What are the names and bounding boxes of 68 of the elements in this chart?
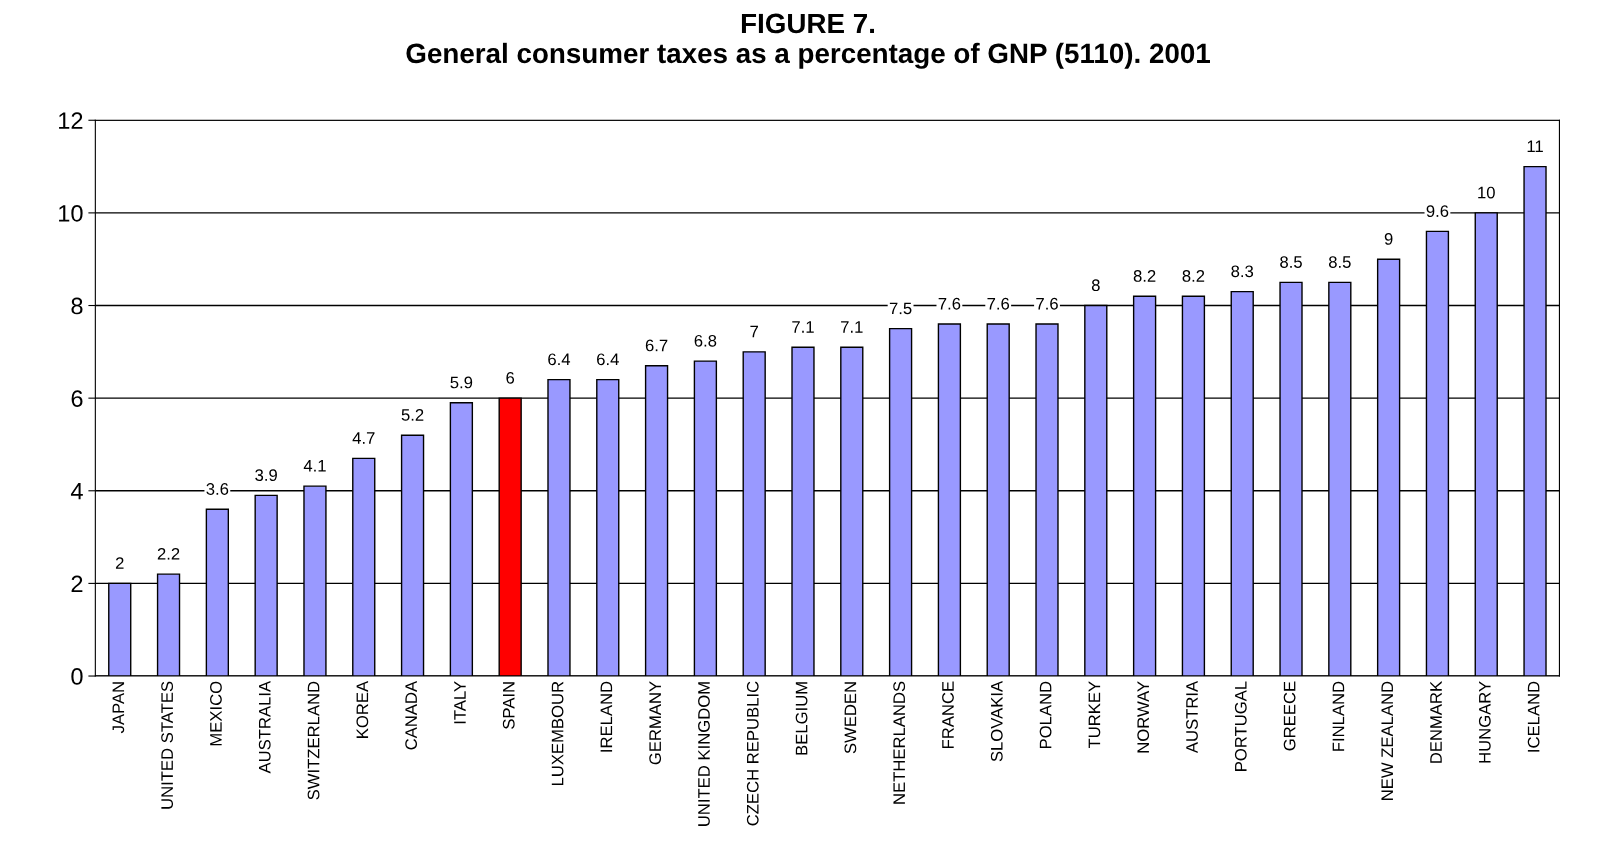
data-label: 10 xyxy=(1478,186,1495,199)
data-label: 7 xyxy=(750,325,758,338)
data-label: 3.9 xyxy=(255,469,277,481)
x-tick-label: SWEDEN xyxy=(844,682,857,754)
data-label: 9.6 xyxy=(1426,205,1449,218)
x-tick-label: ITALY xyxy=(454,681,466,724)
x-tick-label: SPAIN xyxy=(502,682,515,729)
x-tick-label: SWITZERLAND xyxy=(307,681,320,800)
data-label: 7.6 xyxy=(987,297,1010,310)
data-label: 6.8 xyxy=(694,334,717,347)
x-tick-label: HUNGARY xyxy=(1478,681,1491,763)
data-label: 4.7 xyxy=(352,432,375,444)
data-label: 6.7 xyxy=(645,339,668,352)
x-tick-label: CZECH REPUBLIC xyxy=(746,681,759,826)
data-label: 5.9 xyxy=(450,376,473,389)
data-label: 8.2 xyxy=(1182,270,1205,282)
x-tick-label: NEW ZEALAND xyxy=(1381,681,1393,800)
data-label: 8.5 xyxy=(1280,256,1302,268)
x-tick-label: LUXEMBOUR xyxy=(551,681,564,786)
x-tick-label: MEXICO xyxy=(210,681,222,746)
data-label: 6 xyxy=(506,371,515,384)
x-tick-label: CANADA xyxy=(405,680,418,750)
data-label: 6.4 xyxy=(548,353,571,366)
x-tick-label: POLAND xyxy=(1039,681,1052,749)
data-label: 7.1 xyxy=(792,321,814,333)
data-label: 8 xyxy=(1091,279,1100,292)
data-label: 8.5 xyxy=(1328,256,1351,268)
x-tick-label: NETHERLANDS xyxy=(893,681,906,804)
data-label: 7.1 xyxy=(841,321,863,333)
data-label: 2.2 xyxy=(157,547,180,560)
y-tick-label: 4 xyxy=(70,483,83,500)
data-label: 7.6 xyxy=(1036,297,1058,310)
x-tick-label: DENMARK xyxy=(1430,681,1442,763)
data-label: 8.3 xyxy=(1231,265,1254,278)
x-tick-label: GREECE xyxy=(1283,681,1296,751)
y-tick-label: 12 xyxy=(59,112,83,129)
x-tick-label: ICELAND xyxy=(1527,681,1540,752)
data-label: 3.6 xyxy=(206,483,229,495)
data-label: 7.6 xyxy=(938,297,961,310)
x-tick-label: TURKEY xyxy=(1088,681,1101,749)
data-label: 2 xyxy=(115,557,124,569)
data-label: 8.2 xyxy=(1133,270,1156,282)
x-tick-label: FRANCE xyxy=(942,681,954,749)
x-tick-label: NORWAY xyxy=(1137,681,1150,753)
data-label: 4.1 xyxy=(303,460,326,472)
x-tick-label: PORTUGAL xyxy=(1234,681,1247,771)
y-tick-label: 6 xyxy=(71,390,83,407)
y-tick-label: 0 xyxy=(71,668,83,685)
data-label: 6.4 xyxy=(597,353,619,366)
y-tick-label: 10 xyxy=(59,204,83,222)
x-tick-label: AUSTRALIA xyxy=(258,680,271,774)
x-tick-label: FINLAND xyxy=(1332,681,1345,751)
x-tick-label: AUSTRIA xyxy=(1186,680,1198,754)
x-tick-label: KOREA xyxy=(356,680,369,738)
x-tick-label: BELGIUM xyxy=(795,682,808,755)
data-label: 11 xyxy=(1527,140,1543,152)
x-tick-label: JAPAN xyxy=(112,682,125,734)
x-tick-label: IRELAND xyxy=(600,681,613,752)
data-label: 9 xyxy=(1384,233,1393,245)
x-tick-label: SLOVAKIA xyxy=(990,680,1003,762)
x-tick-label: GERMANY xyxy=(649,681,662,765)
data-label: 7.5 xyxy=(889,302,912,315)
x-tick-label: UNITED KINGDOM xyxy=(698,682,710,826)
y-tick-label: 2 xyxy=(71,575,83,592)
data-label: 5.2 xyxy=(401,408,424,421)
chart-title: FIGURE 7. General consumer taxes as a percentage of GNP (5110). 2001 xyxy=(406,13,1210,69)
x-tick-label: UNITED STATES xyxy=(161,681,174,809)
y-tick-label: 8 xyxy=(71,297,83,315)
